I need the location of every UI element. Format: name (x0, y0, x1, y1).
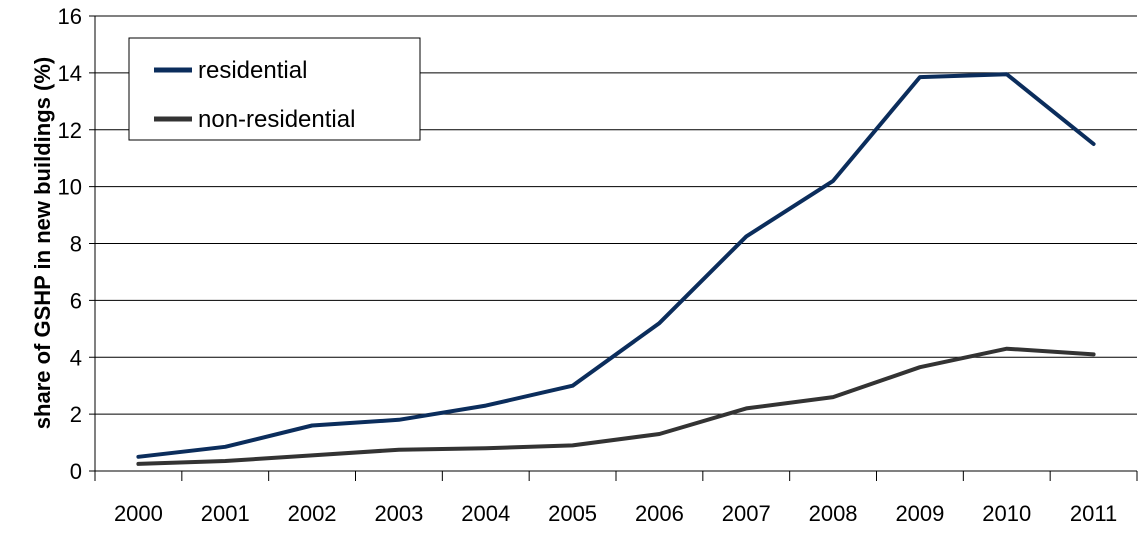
x-tick-label: 2008 (809, 501, 858, 526)
y-tick-label: 4 (70, 345, 82, 370)
y-tick-label: 0 (70, 459, 82, 484)
x-tick-label: 2001 (201, 501, 250, 526)
y-axis-title: share of GSHP in new buildings (%) (30, 57, 55, 429)
series-line-non-residential (136, 346, 1096, 466)
series-line-residential (136, 72, 1096, 459)
x-tick-label: 2006 (635, 501, 684, 526)
x-tick-label: 2003 (374, 501, 423, 526)
x-tick-label: 2007 (722, 501, 771, 526)
legend-box (128, 37, 421, 141)
legend-label-non-residential: non-residential (198, 106, 355, 133)
y-tick-label: 14 (58, 61, 82, 86)
x-tick-label: 2009 (895, 501, 944, 526)
y-tick-label: 12 (58, 118, 82, 143)
y-tick-label: 10 (58, 175, 82, 200)
y-tick-label: 2 (70, 402, 82, 427)
legend-label-residential: residential (198, 57, 307, 84)
x-tick-label: 2000 (114, 501, 163, 526)
x-axis: 2000 2001 2002 2003 2004 2005 2006 2007 2008 2009… (94, 470, 1138, 526)
y-tick-label: 16 (58, 4, 82, 29)
y-tick-label: 6 (70, 288, 82, 313)
x-tick-label: 2002 (288, 501, 337, 526)
x-tick-label: 2011 (1070, 501, 1117, 526)
x-tick-label: 2005 (548, 501, 597, 526)
y-axis: 0 2 4 6 8 10 12 14 16 (58, 4, 96, 484)
x-tick-label: 2004 (461, 501, 510, 526)
series-lines (136, 72, 1096, 466)
legend: residential non-residential (128, 37, 421, 141)
x-tick-label: 2010 (982, 501, 1031, 526)
y-tick-label: 8 (70, 232, 82, 257)
